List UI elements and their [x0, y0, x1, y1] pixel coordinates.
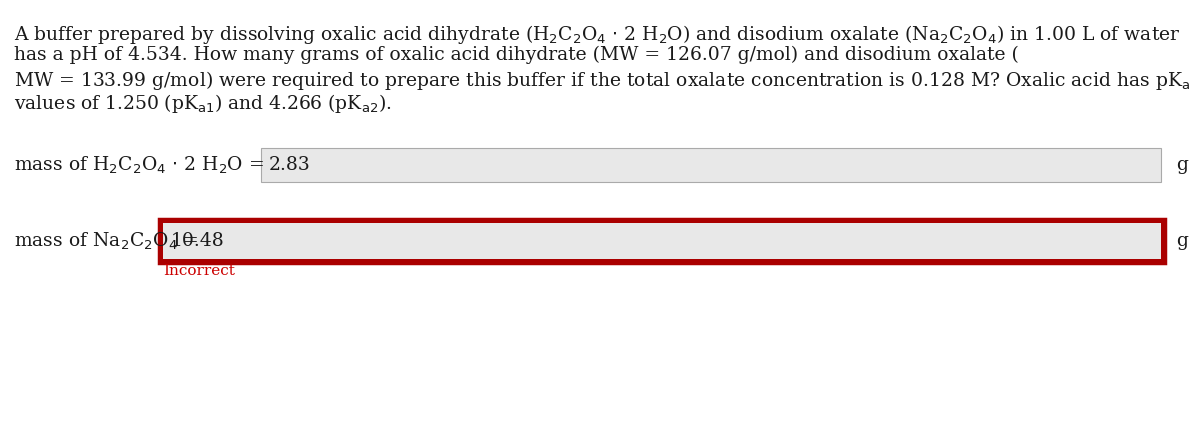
FancyBboxPatch shape [262, 148, 1162, 182]
Text: 2.83: 2.83 [269, 156, 311, 174]
Text: values of 1.250 (pK$_{\mathrm{a1}}$) and 4.266 (pK$_{\mathrm{a2}}$).: values of 1.250 (pK$_{\mathrm{a1}}$) and… [14, 92, 391, 115]
Text: mass of Na$_2$C$_2$O$_4$ =: mass of Na$_2$C$_2$O$_4$ = [14, 231, 199, 252]
Text: 10.48: 10.48 [172, 232, 224, 250]
Text: Incorrect: Incorrect [163, 264, 235, 278]
FancyBboxPatch shape [158, 219, 1165, 263]
Text: g: g [1176, 232, 1188, 250]
Text: MW = 133.99 g/mol) were required to prepare this buffer if the total oxalate con: MW = 133.99 g/mol) were required to prep… [14, 69, 1190, 92]
Text: mass of H$_2$C$_2$O$_4$ $\cdot$ 2 H$_2$O =: mass of H$_2$C$_2$O$_4$ $\cdot$ 2 H$_2$O… [14, 154, 264, 176]
FancyBboxPatch shape [163, 223, 1162, 259]
Text: g: g [1176, 156, 1188, 174]
Text: A buffer prepared by dissolving oxalic acid dihydrate (H$_2$C$_2$O$_4$ $\cdot$ 2: A buffer prepared by dissolving oxalic a… [14, 23, 1181, 46]
Text: has a pH of 4.534. How many grams of oxalic acid dihydrate (MW = 126.07 g/mol) a: has a pH of 4.534. How many grams of oxa… [14, 46, 1019, 64]
